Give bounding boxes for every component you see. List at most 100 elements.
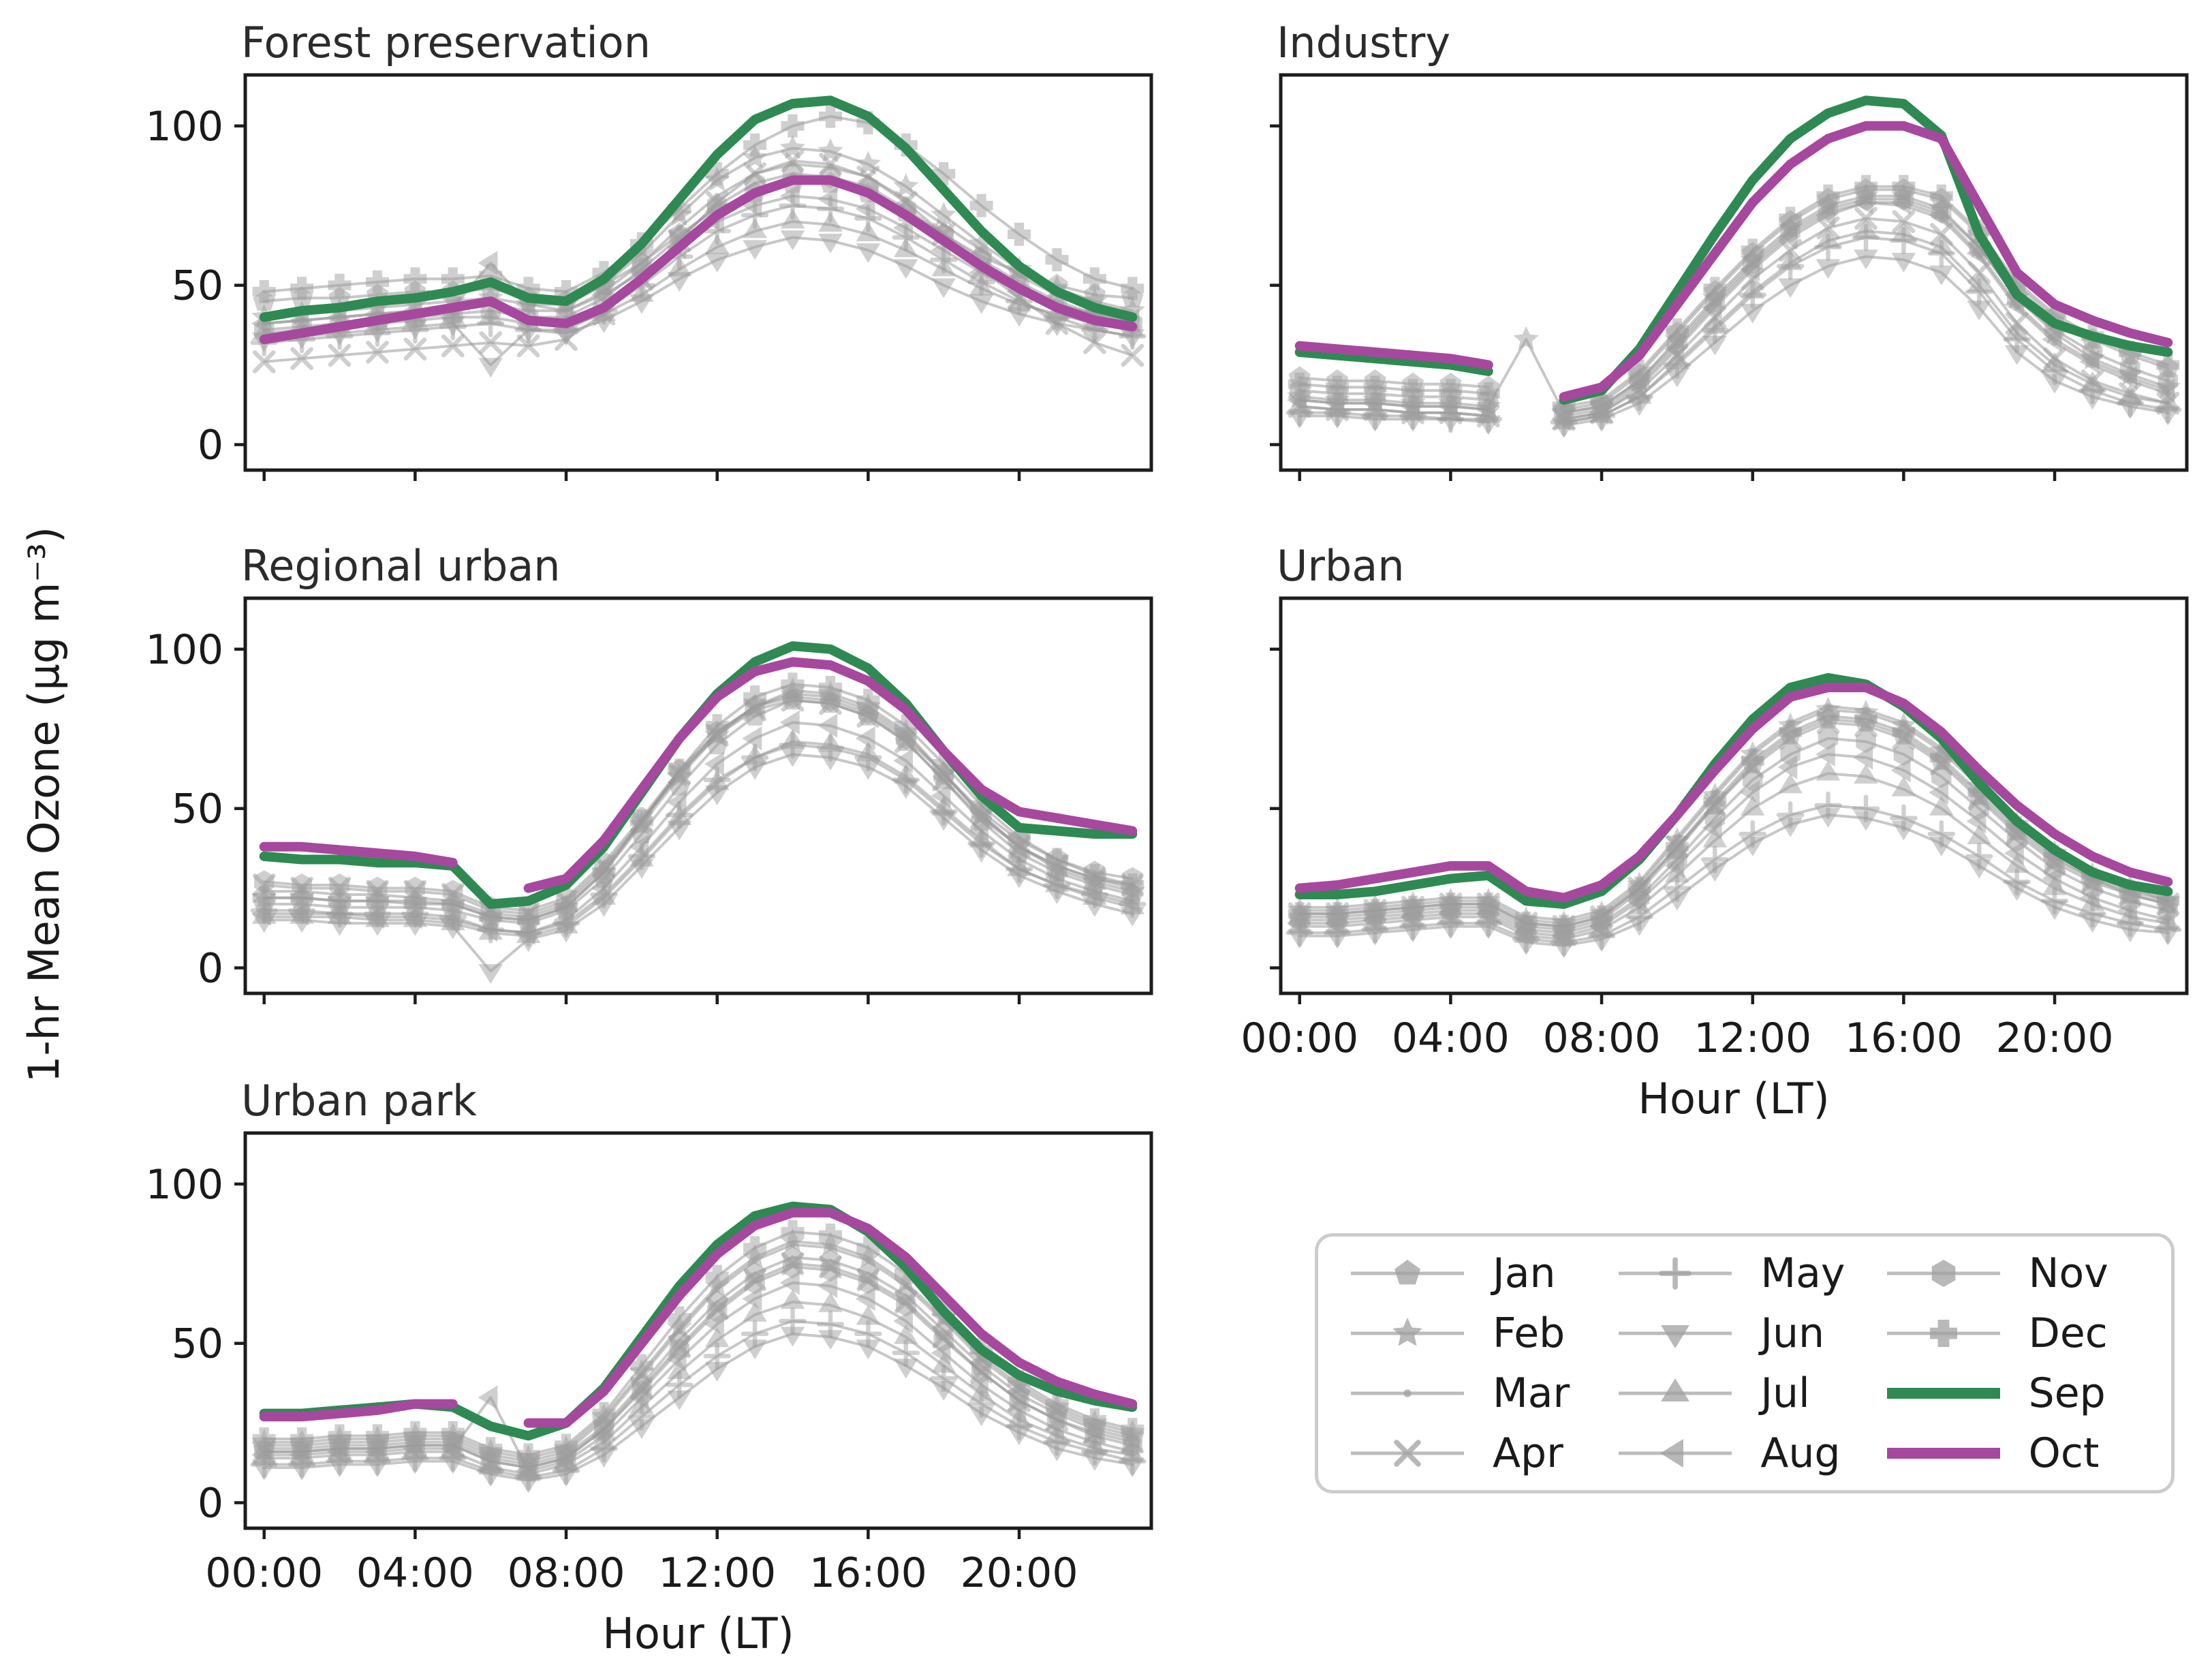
plot-canvas: 0 50 100: [145, 596, 1153, 1004]
legend-item-label: Aug: [1760, 1429, 1841, 1477]
legend-item-label: Feb: [1493, 1309, 1565, 1357]
series-dec: [252, 672, 1144, 932]
svg-text:50: 50: [172, 1320, 223, 1368]
series-oct: [259, 1207, 1138, 1428]
legend-item-oct: Oct: [1879, 1429, 2147, 1477]
svg-text:00:00: 00:00: [205, 1549, 323, 1597]
svg-text:20:00: 20:00: [961, 1549, 1078, 1597]
plot-border: [1279, 73, 2189, 472]
x-axis-label: Hour (LT): [1638, 1074, 1830, 1123]
x-axis-label: Hour (LT): [602, 1609, 794, 1658]
series-dec: [252, 104, 1144, 304]
legend-item-aug: Aug: [1610, 1429, 1878, 1477]
plot-canvas: 00:00 04:00 08:00 12:00 16:00 20:00 0 50 100: [145, 1131, 1153, 1597]
series-sep: [259, 95, 1138, 322]
svg-text:04:00: 04:00: [1392, 1014, 1510, 1062]
star-marker-icon: [1351, 1318, 1464, 1346]
point-marker-icon: [1351, 1389, 1464, 1397]
svg-text:50: 50: [172, 262, 223, 310]
panel-industry: Industry: [1270, 18, 2189, 481]
svg-text:12:00: 12:00: [658, 1549, 776, 1597]
panel-title: Urban park: [241, 1076, 477, 1126]
svg-text:00:00: 00:00: [1241, 1014, 1358, 1062]
panel-title: Urban: [1277, 541, 1405, 591]
legend-item-label: Apr: [1493, 1429, 1563, 1477]
svg-text:16:00: 16:00: [809, 1549, 927, 1597]
axis-ticks: [1270, 647, 2057, 1004]
sep-line-icon: [1886, 1388, 2000, 1399]
legend-item-may: May: [1610, 1250, 1878, 1297]
legend: Jan Feb Mar Apr May Jun Jul Aug Nov Dec Sep Oct: [1315, 1233, 2175, 1493]
svg-text:100: 100: [145, 103, 223, 151]
svg-text:12:00: 12:00: [1694, 1014, 1811, 1062]
svg-text:08:00: 08:00: [508, 1549, 625, 1597]
axis-ticks: [234, 124, 1021, 481]
legend-item-label: Jan: [1493, 1250, 1556, 1297]
series-nov: [254, 1255, 1142, 1480]
series-oct: [259, 175, 1138, 345]
svg-text:16:00: 16:00: [1845, 1014, 1963, 1062]
plus-marker-icon: [1619, 1257, 1732, 1290]
y-tick-labels: 0 50 100: [145, 626, 223, 993]
x-marker-icon: [1351, 1440, 1464, 1467]
hexagon-markers: [254, 1255, 1142, 1480]
panel-title: Regional urban: [241, 541, 561, 591]
legend-item-jan: Jan: [1343, 1250, 1610, 1297]
plot-border: [243, 596, 1153, 995]
plus-filled-markers: [1288, 174, 2180, 418]
hexagon-marker-icon: [1886, 1260, 2000, 1287]
plus-filled-markers: [1288, 704, 2180, 938]
legend-item-nov: Nov: [1879, 1250, 2147, 1297]
svg-text:0: 0: [198, 1480, 223, 1528]
legend-item-label: Jul: [1760, 1369, 1810, 1417]
panel-urban-park: Urban park 00:00 04:00 08:00 12:00 16:00 20:0…: [145, 1076, 1153, 1658]
axis-ticks: [234, 647, 1021, 1004]
panel-title: Industry: [1277, 18, 1451, 67]
legend-item-feb: Feb: [1343, 1309, 1610, 1357]
y-axis-label: 1-hr Mean Ozone (µg m⁻³): [19, 526, 69, 1083]
tri-up-marker-icon: [1619, 1378, 1732, 1401]
plot-canvas: 00:00 04:00 08:00 12:00 16:00 20:00: [1241, 596, 2189, 1062]
legend-item-label: Sep: [2028, 1369, 2106, 1417]
legend-item-label: Nov: [2028, 1250, 2108, 1297]
legend-item-label: Oct: [2028, 1429, 2100, 1477]
panel-title: Forest preservation: [241, 18, 651, 67]
pentagon-marker-icon: [1351, 1260, 1464, 1285]
oct-line-icon: [1886, 1448, 2000, 1459]
series-jun: [251, 1327, 1145, 1493]
svg-text:0: 0: [198, 945, 223, 993]
x-tick-labels: 00:00 04:00 08:00 12:00 16:00 20:00: [1241, 1014, 2113, 1062]
svg-text:100: 100: [145, 626, 223, 674]
legend-item-dec: Dec: [1879, 1309, 2147, 1357]
legend-item-apr: Apr: [1343, 1429, 1610, 1477]
svg-text:04:00: 04:00: [356, 1549, 474, 1597]
series-oct: [259, 657, 1138, 893]
series-dec: [1288, 174, 2180, 418]
legend-item-label: Mar: [1493, 1369, 1570, 1417]
svg-text:0: 0: [198, 422, 223, 469]
series-sep: [1294, 95, 2173, 405]
series-dec: [1288, 704, 2180, 938]
svg-text:100: 100: [145, 1161, 223, 1209]
y-tick-labels: 0 50 100: [145, 1161, 223, 1528]
panel-urban: Urban 00:00 04:00 08:00 12:00 16:00 20:00 Hou…: [1241, 541, 2189, 1123]
series-sep: [1294, 672, 2173, 909]
y-tick-labels: 0 50 100: [145, 103, 223, 469]
plus-filled-marker-icon: [1886, 1320, 2000, 1347]
axis-ticks: [1270, 124, 2057, 481]
svg-text:50: 50: [172, 786, 223, 833]
plot-canvas: [1270, 73, 2189, 481]
plot-canvas: 0 50 100: [145, 73, 1153, 481]
panel-forest-preservation: Forest preservation 0 50 100: [145, 18, 1153, 481]
legend-item-jun: Jun: [1610, 1309, 1878, 1357]
tri-left-marker-icon: [1619, 1439, 1732, 1468]
legend-item-label: May: [1760, 1250, 1845, 1297]
panel-regional-urban: Regional urban 0 50 100: [145, 541, 1153, 1004]
svg-text:08:00: 08:00: [1543, 1014, 1661, 1062]
axis-ticks: [234, 1182, 1021, 1539]
legend-item-mar: Mar: [1343, 1369, 1610, 1417]
series-oct: [1294, 121, 2173, 402]
plot-border: [243, 1131, 1153, 1530]
svg-text:20:00: 20:00: [1996, 1014, 2114, 1062]
